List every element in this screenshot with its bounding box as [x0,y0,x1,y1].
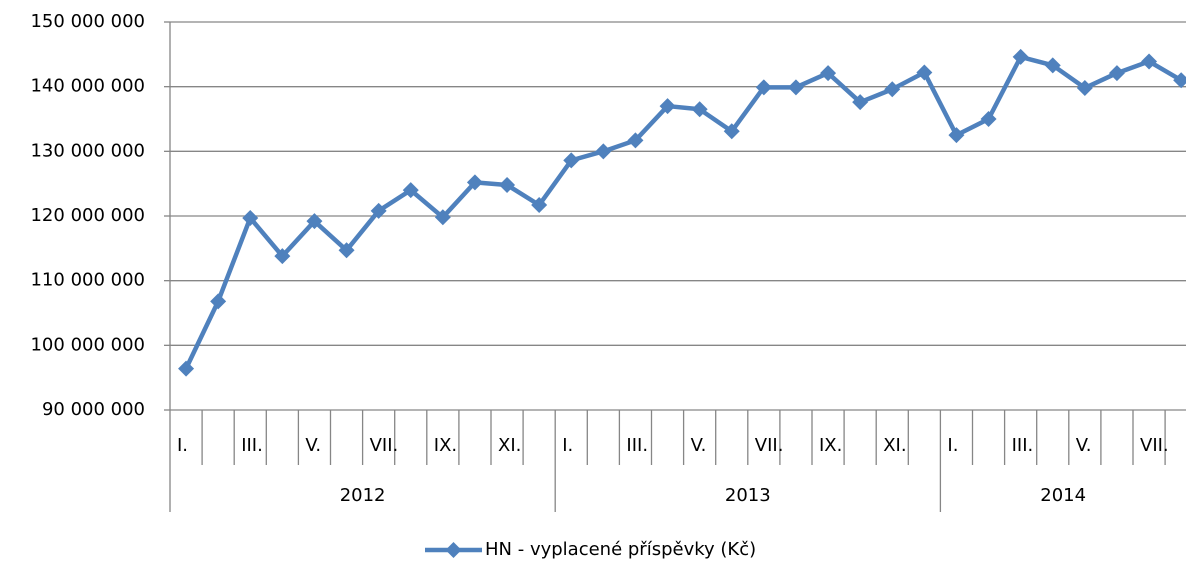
y-tick-label: 100 000 000 [30,334,145,355]
point-marker [466,174,483,191]
x-tick-label: VII. [370,435,399,456]
x-tick-label: IX. [819,435,842,456]
x-tick-label: IX. [434,435,457,456]
x-tick-label: VII. [755,435,784,456]
x-tick-label: I. [562,435,573,456]
point-marker [1108,65,1125,82]
y-tick-label: 120 000 000 [30,205,145,226]
group-label: 2012 [340,485,386,506]
point-marker [755,79,772,96]
point-marker [852,94,869,111]
series-line [184,54,1183,370]
y-tick-label: 140 000 000 [30,76,145,97]
legend-label: HN - vyplacené příspěvky (Kč) [485,539,756,560]
point-marker [1012,48,1029,65]
point-marker [434,209,451,226]
x-tick-label: III. [626,435,648,456]
point-marker [402,182,419,199]
point-marker [563,152,580,169]
point-marker [627,132,644,149]
y-tick-label: 110 000 000 [30,270,145,291]
point-marker [948,127,965,144]
x-tick-label: V. [691,435,707,456]
x-tick-label: XI. [883,435,906,456]
point-marker [1173,72,1186,89]
point-marker [531,197,548,214]
y-tick-label: 150 000 000 [30,11,145,32]
group-label: 2013 [725,485,771,506]
point-marker [242,209,259,226]
point-marker [1141,53,1158,70]
legend-marker [445,542,462,558]
point-marker [210,293,227,310]
point-marker [595,143,612,160]
x-tick-label: VII. [1140,435,1169,456]
point-marker [338,242,355,259]
x-tick-label: V. [305,435,321,456]
x-tick-label: XI. [498,435,521,456]
point-marker [691,101,708,118]
point-marker [274,248,291,265]
point-marker [820,65,837,82]
point-marker [980,111,997,127]
x-tick-label: III. [1012,435,1034,456]
point-marker [916,64,933,81]
point-marker [1076,79,1093,96]
x-tick-label: III. [241,435,263,456]
y-tick-label: 90 000 000 [42,399,145,420]
x-tick-label: I. [177,435,188,456]
point-marker [723,123,740,140]
x-tick-label: V. [1076,435,1092,456]
x-tick-label: I. [947,435,958,456]
y-tick-label: 130 000 000 [30,140,145,161]
point-marker [1044,57,1061,74]
point-marker [306,213,323,230]
point-marker [178,360,195,377]
point-marker [787,79,804,96]
point-marker [370,202,387,219]
point-marker [499,176,516,193]
point-marker [659,98,676,115]
group-label: 2014 [1040,485,1086,506]
point-marker [884,81,901,98]
